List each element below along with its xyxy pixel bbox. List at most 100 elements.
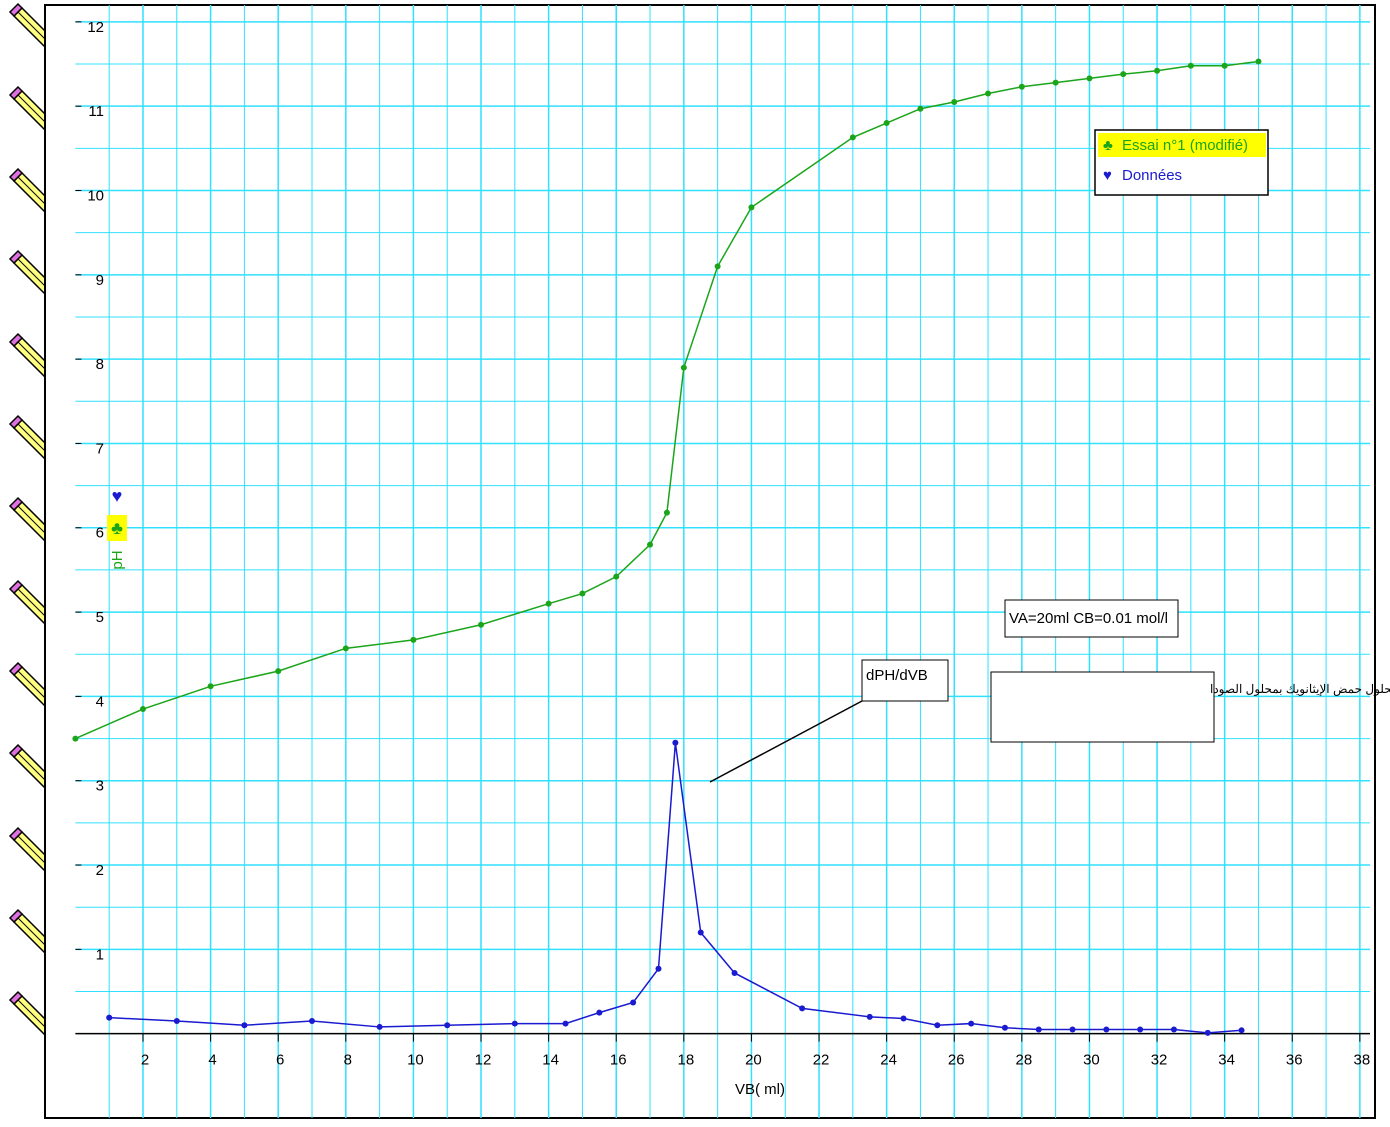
x-tick-label: 2 <box>141 1052 149 1069</box>
data-point <box>72 735 79 742</box>
x-tick-label: 10 <box>407 1052 424 1069</box>
data-point <box>579 590 586 597</box>
x-tick-label: 20 <box>745 1052 762 1069</box>
x-tick-label: 16 <box>610 1052 627 1069</box>
data-point <box>647 541 654 548</box>
annotation-box <box>861 659 949 702</box>
x-tick-label: 8 <box>344 1052 352 1069</box>
data-point <box>748 204 755 211</box>
x-tick-label: 4 <box>208 1052 216 1069</box>
data-point <box>410 636 417 643</box>
data-point <box>1137 1026 1144 1033</box>
legend: ♣ Essai n°1 (modifié) ♥ Données <box>1094 129 1269 196</box>
legend-highlight <box>1098 133 1266 157</box>
data-point <box>1103 1026 1110 1033</box>
x-tick-label: 22 <box>813 1052 830 1069</box>
annotation: VA=20ml CB=0.01 mol/l <box>1009 610 1168 627</box>
data-point <box>1035 1026 1042 1033</box>
x-tick-label: 34 <box>1218 1052 1235 1069</box>
data-point <box>663 509 670 516</box>
data-point <box>241 1022 248 1029</box>
annotation-box <box>990 671 1215 743</box>
x-tick-label: 14 <box>542 1052 559 1069</box>
data-point <box>1204 1029 1211 1036</box>
annotation-box <box>1004 599 1179 638</box>
y-icon-green: ♣ <box>111 518 123 538</box>
x-tick-label: 12 <box>475 1052 492 1069</box>
data-point <box>968 1020 975 1027</box>
series-line <box>75 60 1259 740</box>
data-point <box>630 999 637 1006</box>
marks <box>72 58 1262 1036</box>
data-point <box>697 929 704 936</box>
y-icon-blue: ♥ <box>112 486 123 506</box>
x-tick-label: 36 <box>1286 1052 1303 1069</box>
data-point <box>655 965 662 972</box>
y-axis-label: pH <box>109 550 126 569</box>
data-point <box>562 1020 569 1027</box>
legend-icon: ♣ <box>1103 137 1113 154</box>
annotations: VA=20ml CB=0.01 mol/l dPH/dVB معايرة محل… <box>709 599 1390 783</box>
y-tick-label: 4 <box>96 693 104 710</box>
data-point <box>613 573 620 580</box>
data-point <box>309 1018 316 1025</box>
data-point <box>207 683 214 690</box>
x-tick-label: 18 <box>677 1052 694 1069</box>
x-tick-label: 24 <box>880 1052 897 1069</box>
data-point <box>672 739 679 746</box>
y-tick-label: 12 <box>87 19 104 36</box>
data-point <box>1069 1026 1076 1033</box>
data-point <box>849 134 856 141</box>
x-tick-label: 26 <box>948 1052 965 1069</box>
x-tick-label: 38 <box>1354 1052 1371 1069</box>
legend-entry: Données <box>1122 167 1182 184</box>
y-tick-label: 9 <box>96 272 104 289</box>
data-point <box>596 1009 603 1016</box>
annotation: dPH/dVB <box>866 667 928 684</box>
data-point <box>951 98 958 105</box>
legend-icon: ♥ <box>1103 167 1112 184</box>
y-tick-label: 11 <box>88 103 104 120</box>
data-point <box>1120 71 1127 78</box>
annotation: معايرة محلول حمض الإيثانويك بمحلول الصود… <box>1210 682 1390 697</box>
annotation-arrow <box>709 700 863 783</box>
y-tick-label: 2 <box>96 862 104 879</box>
data-point <box>985 90 992 97</box>
data-point <box>1255 58 1262 65</box>
data-point <box>1170 1026 1177 1033</box>
data-point <box>173 1018 180 1025</box>
data-point <box>1187 62 1194 69</box>
x-axis-label: VB( ml) <box>735 1081 785 1098</box>
x-tick-label: 6 <box>276 1052 284 1069</box>
data-point <box>275 668 282 675</box>
data-point <box>342 645 349 652</box>
y-tick-label: 8 <box>96 356 104 373</box>
data-point <box>680 364 687 371</box>
y-tick-label: 10 <box>87 187 104 204</box>
data-point <box>1018 83 1025 90</box>
x-tick-label: 28 <box>1016 1052 1033 1069</box>
legend-entry: Essai n°1 (modifié) <box>1122 137 1248 154</box>
data-point <box>883 120 890 127</box>
data-point <box>1238 1027 1245 1034</box>
y-icon-bg <box>107 515 127 541</box>
data-point <box>934 1022 941 1029</box>
data-point <box>140 706 147 713</box>
data-point <box>900 1015 907 1022</box>
y-tick-label: 6 <box>96 525 104 542</box>
data-point <box>917 105 924 112</box>
x-tick-label: 30 <box>1083 1052 1100 1069</box>
data-point <box>545 600 552 607</box>
y-tick-label: 1 <box>96 946 104 963</box>
data-point <box>376 1023 383 1030</box>
data-point <box>511 1020 518 1027</box>
data-point <box>106 1014 113 1021</box>
grid <box>75 5 1370 1118</box>
data-point <box>1086 75 1093 82</box>
data-point <box>1001 1024 1008 1031</box>
data-point <box>799 1005 806 1012</box>
data-point <box>731 969 738 976</box>
x-tick-label: 32 <box>1151 1052 1168 1069</box>
